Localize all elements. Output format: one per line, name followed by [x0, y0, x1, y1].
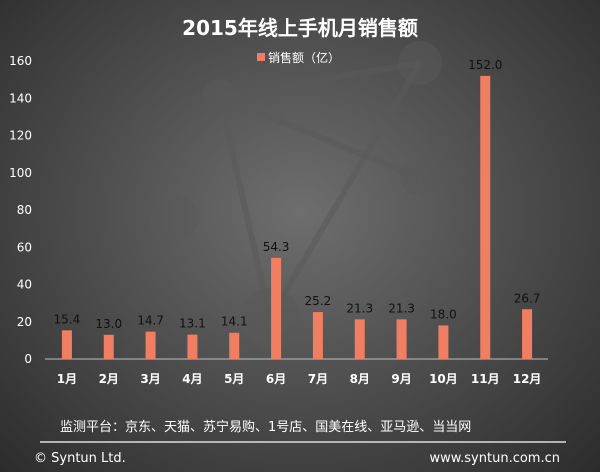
footer-copyright: © Syntun Ltd.: [34, 451, 126, 466]
bar: [480, 75, 491, 360]
bar: [522, 309, 533, 359]
data-label: 21.3: [388, 301, 415, 315]
x-tick-label: 7月: [308, 372, 328, 386]
data-label: 26.7: [514, 291, 541, 305]
data-label: 13.1: [179, 317, 206, 331]
x-tick-label: 12月: [513, 372, 542, 386]
data-label: 54.3: [263, 240, 290, 254]
data-label: 152.0: [468, 58, 502, 72]
data-label: 18.0: [430, 307, 457, 321]
data-label: 14.7: [137, 314, 164, 328]
x-tick-label: 9月: [391, 372, 411, 386]
x-tick-label: 11月: [471, 372, 500, 386]
bar: [396, 319, 407, 359]
bar: [229, 332, 240, 359]
data-label: 15.4: [54, 312, 81, 326]
y-tick-label: 20: [17, 315, 32, 329]
legend-label: 销售额（亿）: [268, 50, 340, 65]
y-tick-label: 80: [17, 203, 32, 217]
x-tick-label: 8月: [350, 372, 370, 386]
bar: [271, 257, 282, 359]
data-labels: 15.4 13.0 14.7 13.1 14.1 54.3 25.2 21.3 21.3 18.0…: [54, 58, 541, 331]
x-tick-label: 10月: [429, 372, 458, 386]
source-note: 监测平台：京东、天猫、苏宁易购、1号店、国美在线、亚马逊、当当网: [60, 419, 471, 435]
x-tick-label: 5月: [224, 372, 244, 386]
y-tick-label: 0: [24, 352, 32, 366]
x-tick-label: 2月: [99, 372, 119, 386]
y-tick-label: 120: [9, 129, 32, 143]
x-tick-label: 3月: [140, 372, 160, 386]
data-label: 13.0: [95, 317, 122, 331]
bars: [61, 75, 533, 360]
y-axis: 0 20 40 60 80 100 120 140 160: [9, 54, 32, 366]
y-tick-label: 140: [9, 91, 32, 105]
data-label: 25.2: [305, 294, 332, 308]
x-axis: 1月 2月 3月 4月 5月 6月 7月 8月 9月 10月 11月 12月: [57, 372, 542, 386]
data-label: 21.3: [346, 301, 373, 315]
y-tick-label: 160: [9, 54, 32, 68]
x-tick-label: 6月: [266, 372, 286, 386]
data-label: 14.1: [221, 315, 248, 329]
bar: [187, 334, 198, 359]
y-tick-label: 60: [17, 240, 32, 254]
bar: [438, 325, 449, 359]
y-tick-label: 100: [9, 166, 32, 180]
x-tick-label: 4月: [182, 372, 202, 386]
x-tick-label: 1月: [57, 372, 77, 386]
chart-title: 2015年线上手机月销售额: [182, 16, 418, 40]
legend: 销售额（亿）: [257, 50, 340, 65]
bar: [312, 312, 323, 359]
bar: [354, 319, 365, 359]
legend-swatch: [257, 53, 265, 61]
bar: [61, 330, 72, 359]
y-tick-label: 40: [17, 278, 32, 292]
bar: [103, 334, 114, 359]
bar: [145, 331, 156, 359]
footer-website: www.syntun.com.cn: [429, 451, 560, 466]
background-decoration: [150, 41, 442, 348]
